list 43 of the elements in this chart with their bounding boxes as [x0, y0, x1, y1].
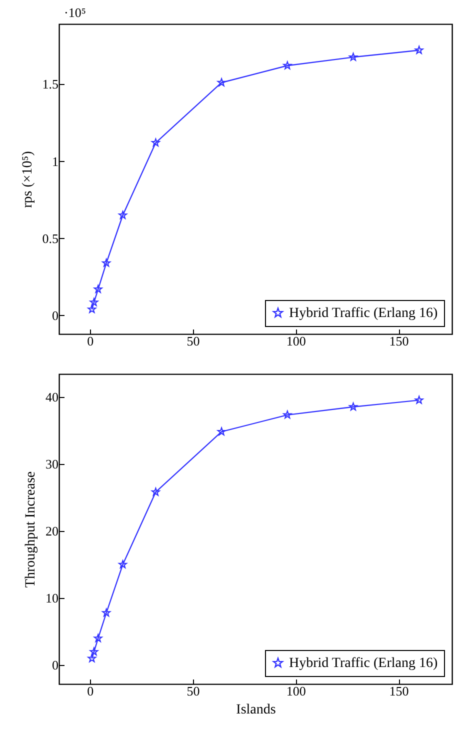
legend-label: Hybrid Traffic (Erlang 16): [289, 656, 438, 671]
point: [217, 427, 226, 436]
point: [151, 138, 160, 146]
y-tick-label: 1.5: [42, 76, 58, 92]
legend-label: Hybrid Traffic (Erlang 16): [289, 306, 438, 321]
x-tick-label: 100: [286, 334, 306, 348]
y-axis-title: Throughput Increase: [24, 471, 38, 588]
point: [414, 46, 424, 54]
x-tick-label: 50: [186, 334, 200, 348]
point: [102, 258, 111, 267]
point: [283, 410, 292, 419]
point: [217, 78, 226, 86]
point: [349, 402, 358, 411]
y-tick-label: 0: [52, 308, 58, 323]
y-tick-label: 20: [46, 524, 58, 539]
y-axis-title: rps (×10⁵): [20, 150, 36, 208]
point: [94, 634, 102, 642]
point: [349, 52, 358, 61]
x-tick-label: 150: [389, 334, 409, 348]
x-tick-label: 100: [286, 684, 306, 698]
y-tick-label: 10: [46, 590, 58, 606]
y-tick-label: 30: [46, 456, 58, 472]
y-tick-label: 1: [52, 154, 58, 169]
x-tick-label: 0: [87, 334, 94, 348]
point: [90, 298, 98, 306]
point: [94, 284, 102, 293]
point: [88, 654, 96, 662]
text: ·10⁵: [64, 5, 86, 20]
x-tick-label: 150: [389, 684, 409, 698]
point: [414, 396, 424, 404]
point: [283, 61, 292, 70]
point: [90, 647, 98, 656]
y-tick-label: 0.5: [42, 230, 58, 246]
y-tick-label: 40: [46, 389, 58, 404]
point: [118, 560, 128, 568]
x-axis-title: Islands: [236, 702, 276, 718]
point: [88, 304, 96, 314]
x-tick-label: 0: [87, 684, 94, 698]
point: [118, 210, 128, 219]
y-tick-label: 0: [52, 658, 58, 673]
point: [102, 608, 111, 617]
x-tick-label: 50: [186, 684, 200, 698]
point: [151, 488, 160, 496]
